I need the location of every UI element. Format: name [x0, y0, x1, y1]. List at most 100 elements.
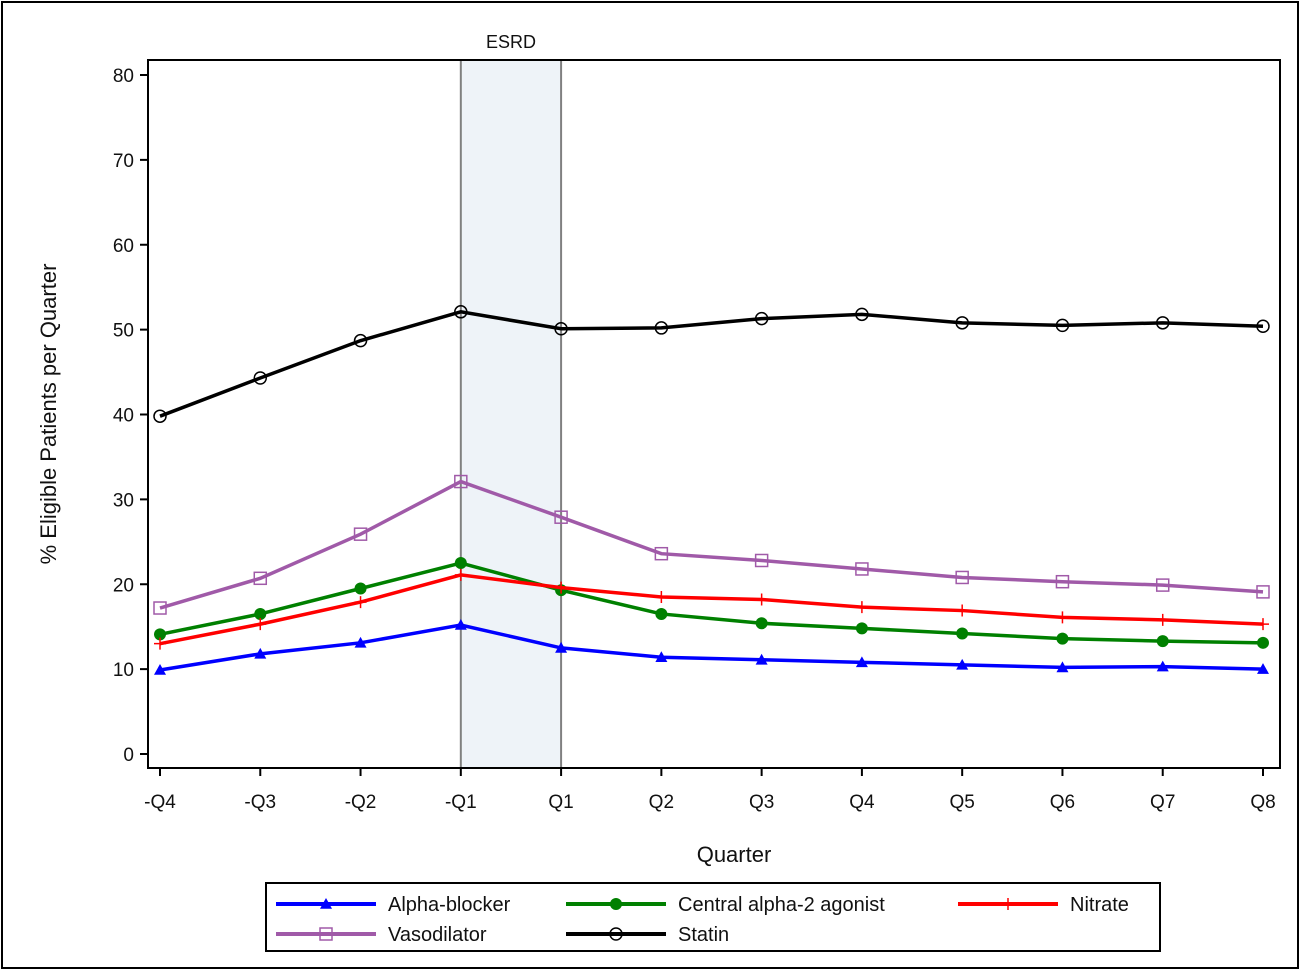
x-tick-label: Q5: [950, 792, 975, 813]
series-line-central-alpha-2-agonist: [159, 561, 1264, 645]
x-tick-label: -Q1: [445, 792, 477, 813]
data-point-central-alpha-2-agonist: [855, 622, 868, 635]
esrd-band: [460, 60, 562, 768]
data-point-statin: [1055, 318, 1070, 333]
legend-item-statin: Statin: [566, 924, 729, 946]
legend-item-alpha-blocker: Alpha-blocker: [276, 894, 511, 916]
data-point-alpha-blocker: [454, 618, 467, 630]
series-vasodilator: [153, 474, 1270, 615]
y-tick-label: 80: [113, 66, 134, 87]
series-layer: [153, 305, 1270, 675]
data-point-vasodilator: [654, 546, 669, 561]
esrd-label: ESRD: [486, 32, 536, 52]
legend-box: [265, 882, 1161, 952]
data-point-alpha-blocker: [1156, 660, 1169, 672]
y-tick-label: 30: [113, 490, 134, 511]
y-tick-label: 20: [113, 575, 134, 596]
x-tick-label: Q2: [649, 792, 674, 813]
y-tick-label: 0: [123, 745, 134, 766]
legend-label: Nitrate: [1070, 894, 1129, 916]
data-point-vasodilator: [554, 510, 568, 524]
plot-frame: [147, 59, 1281, 769]
y-tick-label: 70: [113, 151, 134, 172]
x-axis-title: Quarter: [697, 842, 772, 867]
data-point-alpha-blocker: [1257, 663, 1269, 674]
data-point-central-alpha-2-agonist: [755, 617, 768, 630]
data-point-alpha-blocker: [1056, 661, 1069, 673]
data-point-central-alpha-2-agonist: [1056, 632, 1069, 645]
legend-marker: [319, 927, 333, 941]
x-tick-label: Q7: [1150, 792, 1175, 813]
series-line-nitrate: [159, 573, 1264, 646]
data-point-nitrate: [1156, 613, 1169, 626]
data-point-nitrate: [956, 604, 969, 617]
data-point-nitrate: [454, 568, 467, 581]
data-point-alpha-blocker: [254, 647, 267, 659]
data-point-central-alpha-2-agonist: [655, 607, 668, 620]
legend-marker: [320, 898, 332, 909]
data-point-alpha-blocker: [855, 656, 868, 668]
legend-label: Statin: [678, 924, 729, 946]
y-tick-label: 60: [113, 236, 134, 257]
data-point-central-alpha-2-agonist: [254, 607, 267, 620]
data-point-vasodilator: [955, 570, 969, 585]
legend-marker: [609, 927, 623, 941]
series-line-alpha-blocker: [159, 623, 1264, 672]
data-point-central-alpha-2-agonist: [154, 628, 166, 641]
data-point-nitrate: [1257, 618, 1269, 631]
data-point-vasodilator: [1155, 578, 1170, 592]
data-point-vasodilator: [754, 553, 769, 568]
legend: Alpha-blocker Central alpha-2 agonist Nitr…: [265, 882, 1161, 952]
data-point-statin: [1155, 316, 1170, 330]
data-point-vasodilator: [855, 562, 869, 576]
x-axis: -Q4 -Q3 -Q2 -Q1 Q1 Q2 Q3 Q4 Q5 Q6 Q7 Q8: [144, 768, 1276, 813]
x-tick-label: -Q3: [244, 792, 276, 813]
data-point-alpha-blocker: [655, 651, 668, 663]
data-point-nitrate: [1056, 611, 1069, 624]
data-point-statin: [855, 307, 869, 322]
data-point-statin: [654, 321, 669, 335]
y-tick-label: 50: [113, 321, 134, 342]
data-point-central-alpha-2-agonist: [354, 582, 367, 595]
data-point-nitrate: [555, 581, 568, 594]
series-line-statin: [159, 310, 1264, 418]
data-point-vasodilator: [253, 571, 268, 586]
data-point-central-alpha-2-agonist: [454, 557, 467, 570]
data-point-nitrate: [855, 601, 868, 614]
data-point-central-alpha-2-agonist: [956, 627, 969, 640]
data-point-vasodilator: [153, 601, 167, 615]
legend-marker: [610, 898, 622, 910]
x-tick-label: -Q4: [144, 792, 176, 813]
data-point-statin: [955, 316, 969, 330]
x-tick-label: Q8: [1250, 792, 1275, 813]
data-point-statin: [754, 311, 769, 326]
data-point-vasodilator: [1256, 585, 1270, 599]
data-point-statin: [253, 371, 268, 385]
esrd-annotation: ESRD: [459, 32, 563, 768]
x-tick-label: -Q2: [345, 792, 377, 813]
series-statin: [153, 305, 1270, 423]
data-point-nitrate: [655, 590, 668, 603]
x-tick-label: Q1: [548, 792, 573, 813]
data-point-central-alpha-2-agonist: [1156, 635, 1169, 648]
data-point-nitrate: [154, 637, 166, 650]
data-point-statin: [153, 409, 167, 423]
data-point-central-alpha-2-agonist: [1257, 636, 1269, 649]
legend-item-central-alpha-2-agonist: Central alpha-2 agonist: [566, 894, 885, 916]
series-nitrate: [154, 568, 1269, 650]
y-tick-label: 10: [113, 660, 134, 681]
y-axis-title: % Eligible Patients per Quarter: [36, 264, 61, 565]
legend-label: Central alpha-2 agonist: [678, 894, 885, 916]
data-point-alpha-blocker: [154, 663, 166, 675]
data-point-vasodilator: [353, 527, 368, 541]
legend-item-nitrate: Nitrate: [958, 894, 1129, 916]
data-point-nitrate: [354, 596, 367, 609]
legend-item-vasodilator: Vasodilator: [276, 924, 487, 946]
data-point-alpha-blocker: [555, 641, 568, 653]
x-tick-label: Q6: [1050, 792, 1075, 813]
series-central-alpha-2-agonist: [154, 557, 1269, 649]
data-point-alpha-blocker: [956, 658, 969, 670]
